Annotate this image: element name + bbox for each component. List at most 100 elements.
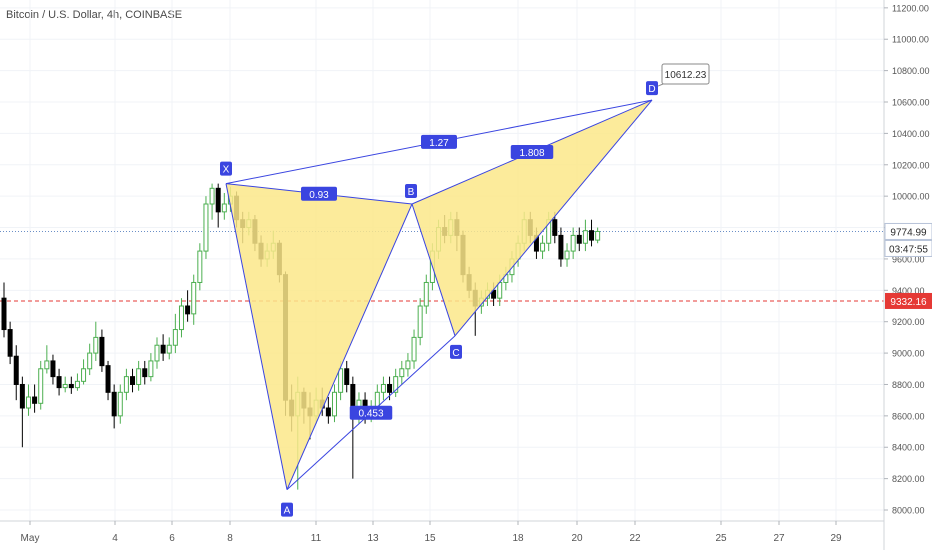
- candle-body: [50, 360, 56, 378]
- candle-body: [558, 234, 564, 260]
- candle-body: [178, 305, 184, 331]
- x-tick-label: May: [21, 533, 40, 544]
- candle-body: [344, 368, 350, 385]
- candle-body: [160, 344, 166, 354]
- candle-body: [203, 203, 209, 252]
- candle-body: [13, 355, 19, 385]
- candle-body: [62, 383, 68, 389]
- candle-body: [564, 250, 570, 260]
- candle-body: [185, 305, 191, 315]
- point-badge-c: [450, 344, 462, 359]
- target-box: [661, 63, 710, 85]
- candle-body: [570, 234, 576, 252]
- pattern-line: [454, 99, 653, 337]
- ratio-label: 1.808: [519, 148, 544, 159]
- y-tick-label: 10200.00: [892, 160, 930, 170]
- candle-body: [595, 230, 601, 241]
- y-tick-label: 10400.00: [892, 129, 930, 139]
- candle-body: [209, 187, 215, 205]
- x-tick-label: 22: [629, 533, 641, 544]
- ratio-label: 0.453: [358, 409, 383, 420]
- candle-body: [99, 336, 105, 367]
- x-tick-label: 4: [112, 533, 118, 544]
- x-tick-label: 27: [773, 533, 785, 544]
- y-tick-label: 9600.00: [892, 254, 925, 264]
- candle-body: [325, 407, 331, 417]
- candle-body: [148, 360, 154, 378]
- ratio-badge: [421, 134, 457, 149]
- current-price-tag: [884, 222, 932, 240]
- candle-body: [68, 383, 74, 389]
- candle-body: [393, 376, 399, 393]
- x-tick-label: 25: [715, 533, 727, 544]
- candle-body: [338, 368, 344, 393]
- candle-body: [380, 383, 386, 393]
- ratio-badge: [349, 405, 393, 420]
- x-tick-label: 29: [830, 533, 842, 544]
- y-tick-label: 10000.00: [892, 192, 930, 202]
- candle-body: [123, 376, 129, 393]
- point-badge-d: [646, 81, 658, 96]
- candle-body: [32, 396, 38, 404]
- y-tick-label: 10600.00: [892, 98, 930, 108]
- candle-body: [154, 344, 160, 362]
- pattern-triangle-bcd: [412, 100, 652, 336]
- candle-body: [74, 380, 80, 389]
- candle-body: [25, 396, 31, 409]
- point-label-d: D: [648, 84, 655, 95]
- point-label-b: B: [408, 187, 415, 198]
- candle-body: [331, 391, 337, 417]
- pattern-triangle-xab: [226, 183, 412, 490]
- dashed-line-tag: [885, 292, 932, 309]
- x-tick-label: 6: [169, 533, 175, 544]
- candle-body: [44, 360, 50, 370]
- candle-body: [111, 391, 117, 417]
- x-tick-label: 15: [424, 533, 436, 544]
- candle-body: [387, 383, 393, 393]
- pattern-line: [225, 183, 288, 490]
- candle-body: [191, 281, 197, 315]
- candle-body: [399, 368, 405, 378]
- ratio-badge: [301, 186, 337, 201]
- ratio-label: 0.93: [309, 190, 329, 201]
- candle-body: [117, 391, 123, 417]
- candle-body: [576, 234, 582, 244]
- candle-body: [136, 368, 142, 385]
- pattern-line: [286, 203, 413, 490]
- y-tick-label: 9200.00: [892, 317, 925, 327]
- candle-body: [417, 305, 423, 338]
- x-tick-label: 18: [512, 533, 524, 544]
- countdown-label: 03:47:55: [889, 244, 928, 255]
- candle-body: [166, 344, 172, 354]
- candle-body: [87, 352, 93, 370]
- x-tick-label: 20: [571, 533, 583, 544]
- candle-body: [589, 230, 595, 241]
- candle-body: [56, 376, 62, 389]
- candle-body: [7, 329, 13, 357]
- candle-body: [423, 281, 429, 307]
- candle-body: [142, 368, 148, 378]
- candle-body: [38, 368, 44, 404]
- candle-body: [1, 297, 7, 331]
- candle-body: [215, 187, 221, 213]
- point-badge-a: [281, 502, 293, 517]
- point-label-a: A: [284, 506, 291, 517]
- point-badge-x: [220, 161, 232, 176]
- candle-body: [497, 281, 503, 299]
- countdown-tag: [884, 239, 932, 257]
- y-tick-label: 11000.00: [892, 35, 929, 45]
- candle-body: [172, 329, 178, 346]
- y-tick-label: 8400.00: [892, 443, 925, 453]
- dashed-line-label: 9332.16: [890, 297, 927, 308]
- y-tick-label: 8200.00: [892, 474, 925, 484]
- y-tick-label: 8600.00: [892, 411, 925, 421]
- pattern-line: [411, 203, 456, 336]
- candle-body: [130, 376, 136, 385]
- candle-body: [411, 336, 417, 362]
- target-label: 10612.23: [665, 70, 707, 81]
- candle-body: [19, 383, 25, 409]
- y-tick-label: 10800.00: [892, 66, 930, 76]
- candle-body: [350, 383, 356, 409]
